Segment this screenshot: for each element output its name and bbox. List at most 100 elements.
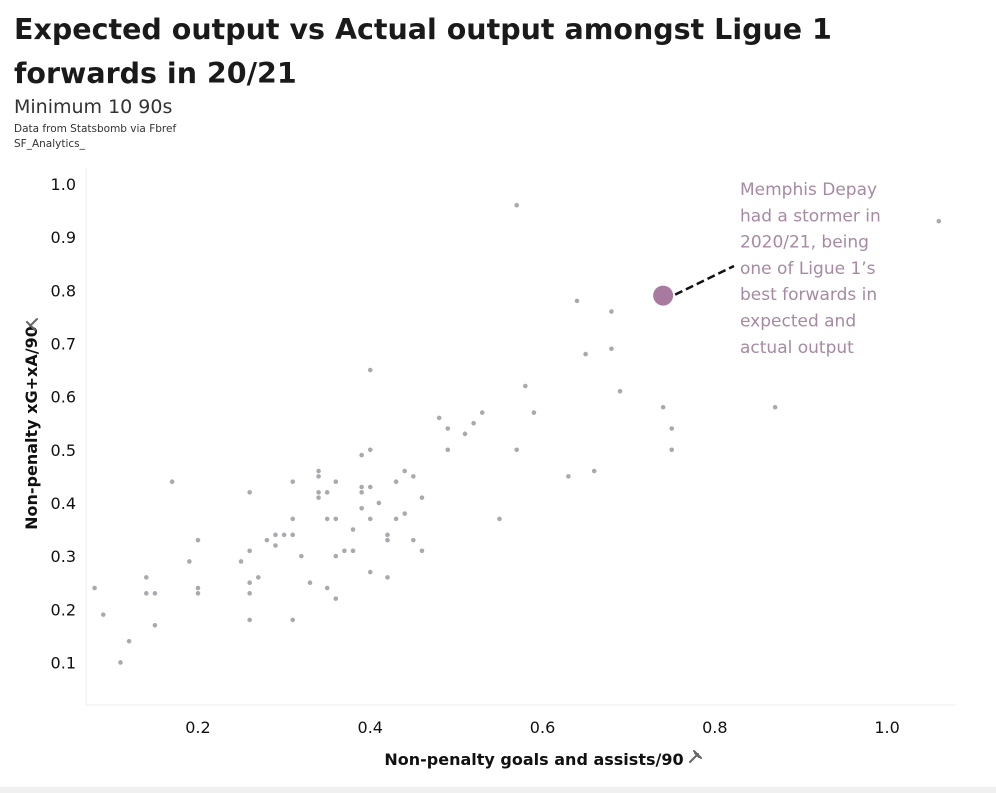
data-point (359, 484, 364, 490)
data-point (772, 404, 778, 410)
data-point (385, 532, 390, 538)
data-point (247, 617, 252, 623)
data-point (100, 612, 106, 617)
data-point (497, 516, 502, 522)
chart-subtitle: Minimum 10 90s (14, 96, 173, 118)
data-point (333, 516, 339, 522)
y-tick-label: 0.3 (51, 547, 76, 566)
annotation-line: best forwards in (740, 285, 877, 305)
data-point (617, 389, 623, 394)
x-tick-label: 0.4 (358, 718, 383, 737)
y-tick-label: 0.6 (51, 388, 76, 407)
data-point (411, 474, 416, 479)
data-point (316, 468, 321, 474)
y-tick-label: 0.8 (51, 281, 76, 300)
data-point (143, 591, 149, 596)
data-point (479, 410, 485, 415)
data-point (316, 490, 321, 495)
chart-title: Expected output vs Actual output amongst… (14, 13, 832, 90)
data-point (290, 516, 296, 522)
annotation-connector (674, 264, 735, 296)
data-point (187, 559, 192, 564)
data-point (359, 452, 364, 458)
data-point (385, 537, 390, 543)
data-point (514, 447, 519, 453)
data-point (531, 410, 537, 415)
data-point (936, 218, 942, 224)
data-point (247, 490, 252, 495)
data-point (299, 553, 304, 559)
data-point (333, 479, 339, 484)
y-tick-label: 0.5 (51, 441, 76, 460)
data-point (514, 202, 519, 208)
data-point (523, 383, 528, 389)
highlighted-point (653, 285, 674, 306)
data-point (333, 596, 339, 601)
pin-icon (689, 750, 702, 763)
data-point (169, 479, 175, 484)
x-tick-label: 0.2 (185, 718, 210, 737)
x-tick-label: 1.0 (874, 718, 899, 737)
data-point (660, 404, 666, 410)
data-point (342, 548, 347, 554)
data-point (324, 490, 330, 495)
y-tick-label: 0.2 (51, 600, 76, 619)
x-tick-label: 0.6 (530, 718, 555, 737)
data-point (367, 569, 373, 575)
data-point (402, 511, 408, 516)
data-point (324, 516, 330, 522)
y-tick-label: 1.0 (51, 175, 76, 194)
data-point (609, 309, 614, 314)
data-point (359, 490, 364, 495)
annotation-line: Memphis Depay (740, 180, 877, 200)
author-credit: SF_Analytics_ (14, 138, 85, 150)
data-point (290, 479, 296, 484)
data-point (669, 426, 675, 431)
data-point (290, 532, 296, 538)
data-point (367, 447, 373, 453)
data-point (195, 591, 201, 596)
y-axis-title: Non-penalty xG+xA/90 (22, 326, 41, 530)
data-point (591, 468, 597, 474)
data-point (350, 527, 356, 532)
data-point (385, 575, 390, 580)
y-tick-label: 0.4 (51, 494, 76, 513)
y-tick-label: 0.7 (51, 334, 76, 353)
data-point (126, 638, 132, 644)
data-point (92, 585, 97, 591)
data-point (195, 585, 201, 591)
data-point (273, 543, 278, 548)
data-point (669, 447, 675, 453)
data-point (359, 505, 364, 511)
data-point (281, 532, 287, 538)
data-point (307, 580, 313, 586)
footer-bar (0, 787, 996, 793)
data-point (247, 591, 252, 596)
data-source-note: Data from Statsbomb via Fbref (14, 123, 177, 135)
data-point (316, 474, 321, 479)
data-point (445, 447, 451, 453)
data-point (471, 420, 476, 426)
annotation-line: had a stormer in (740, 206, 881, 226)
x-axis-title: Non-penalty goals and assists/90 (384, 750, 683, 769)
data-point (273, 532, 278, 538)
data-point (583, 351, 588, 357)
data-point (324, 585, 330, 591)
data-point (566, 474, 571, 479)
data-point (152, 622, 158, 628)
annotation-line: one of Ligue 1’s (740, 259, 876, 279)
data-point (195, 537, 201, 543)
data-point (367, 484, 373, 490)
data-point (143, 575, 149, 580)
annotation-line: actual output (740, 338, 854, 358)
y-tick-label: 0.9 (51, 228, 76, 247)
data-point (419, 495, 425, 500)
data-point (350, 548, 356, 554)
y-tick-label: 0.1 (51, 653, 76, 672)
data-point (419, 548, 425, 554)
data-point (393, 479, 399, 484)
data-point (376, 500, 382, 506)
data-point (118, 660, 123, 665)
x-tick-label: 0.8 (702, 718, 727, 737)
